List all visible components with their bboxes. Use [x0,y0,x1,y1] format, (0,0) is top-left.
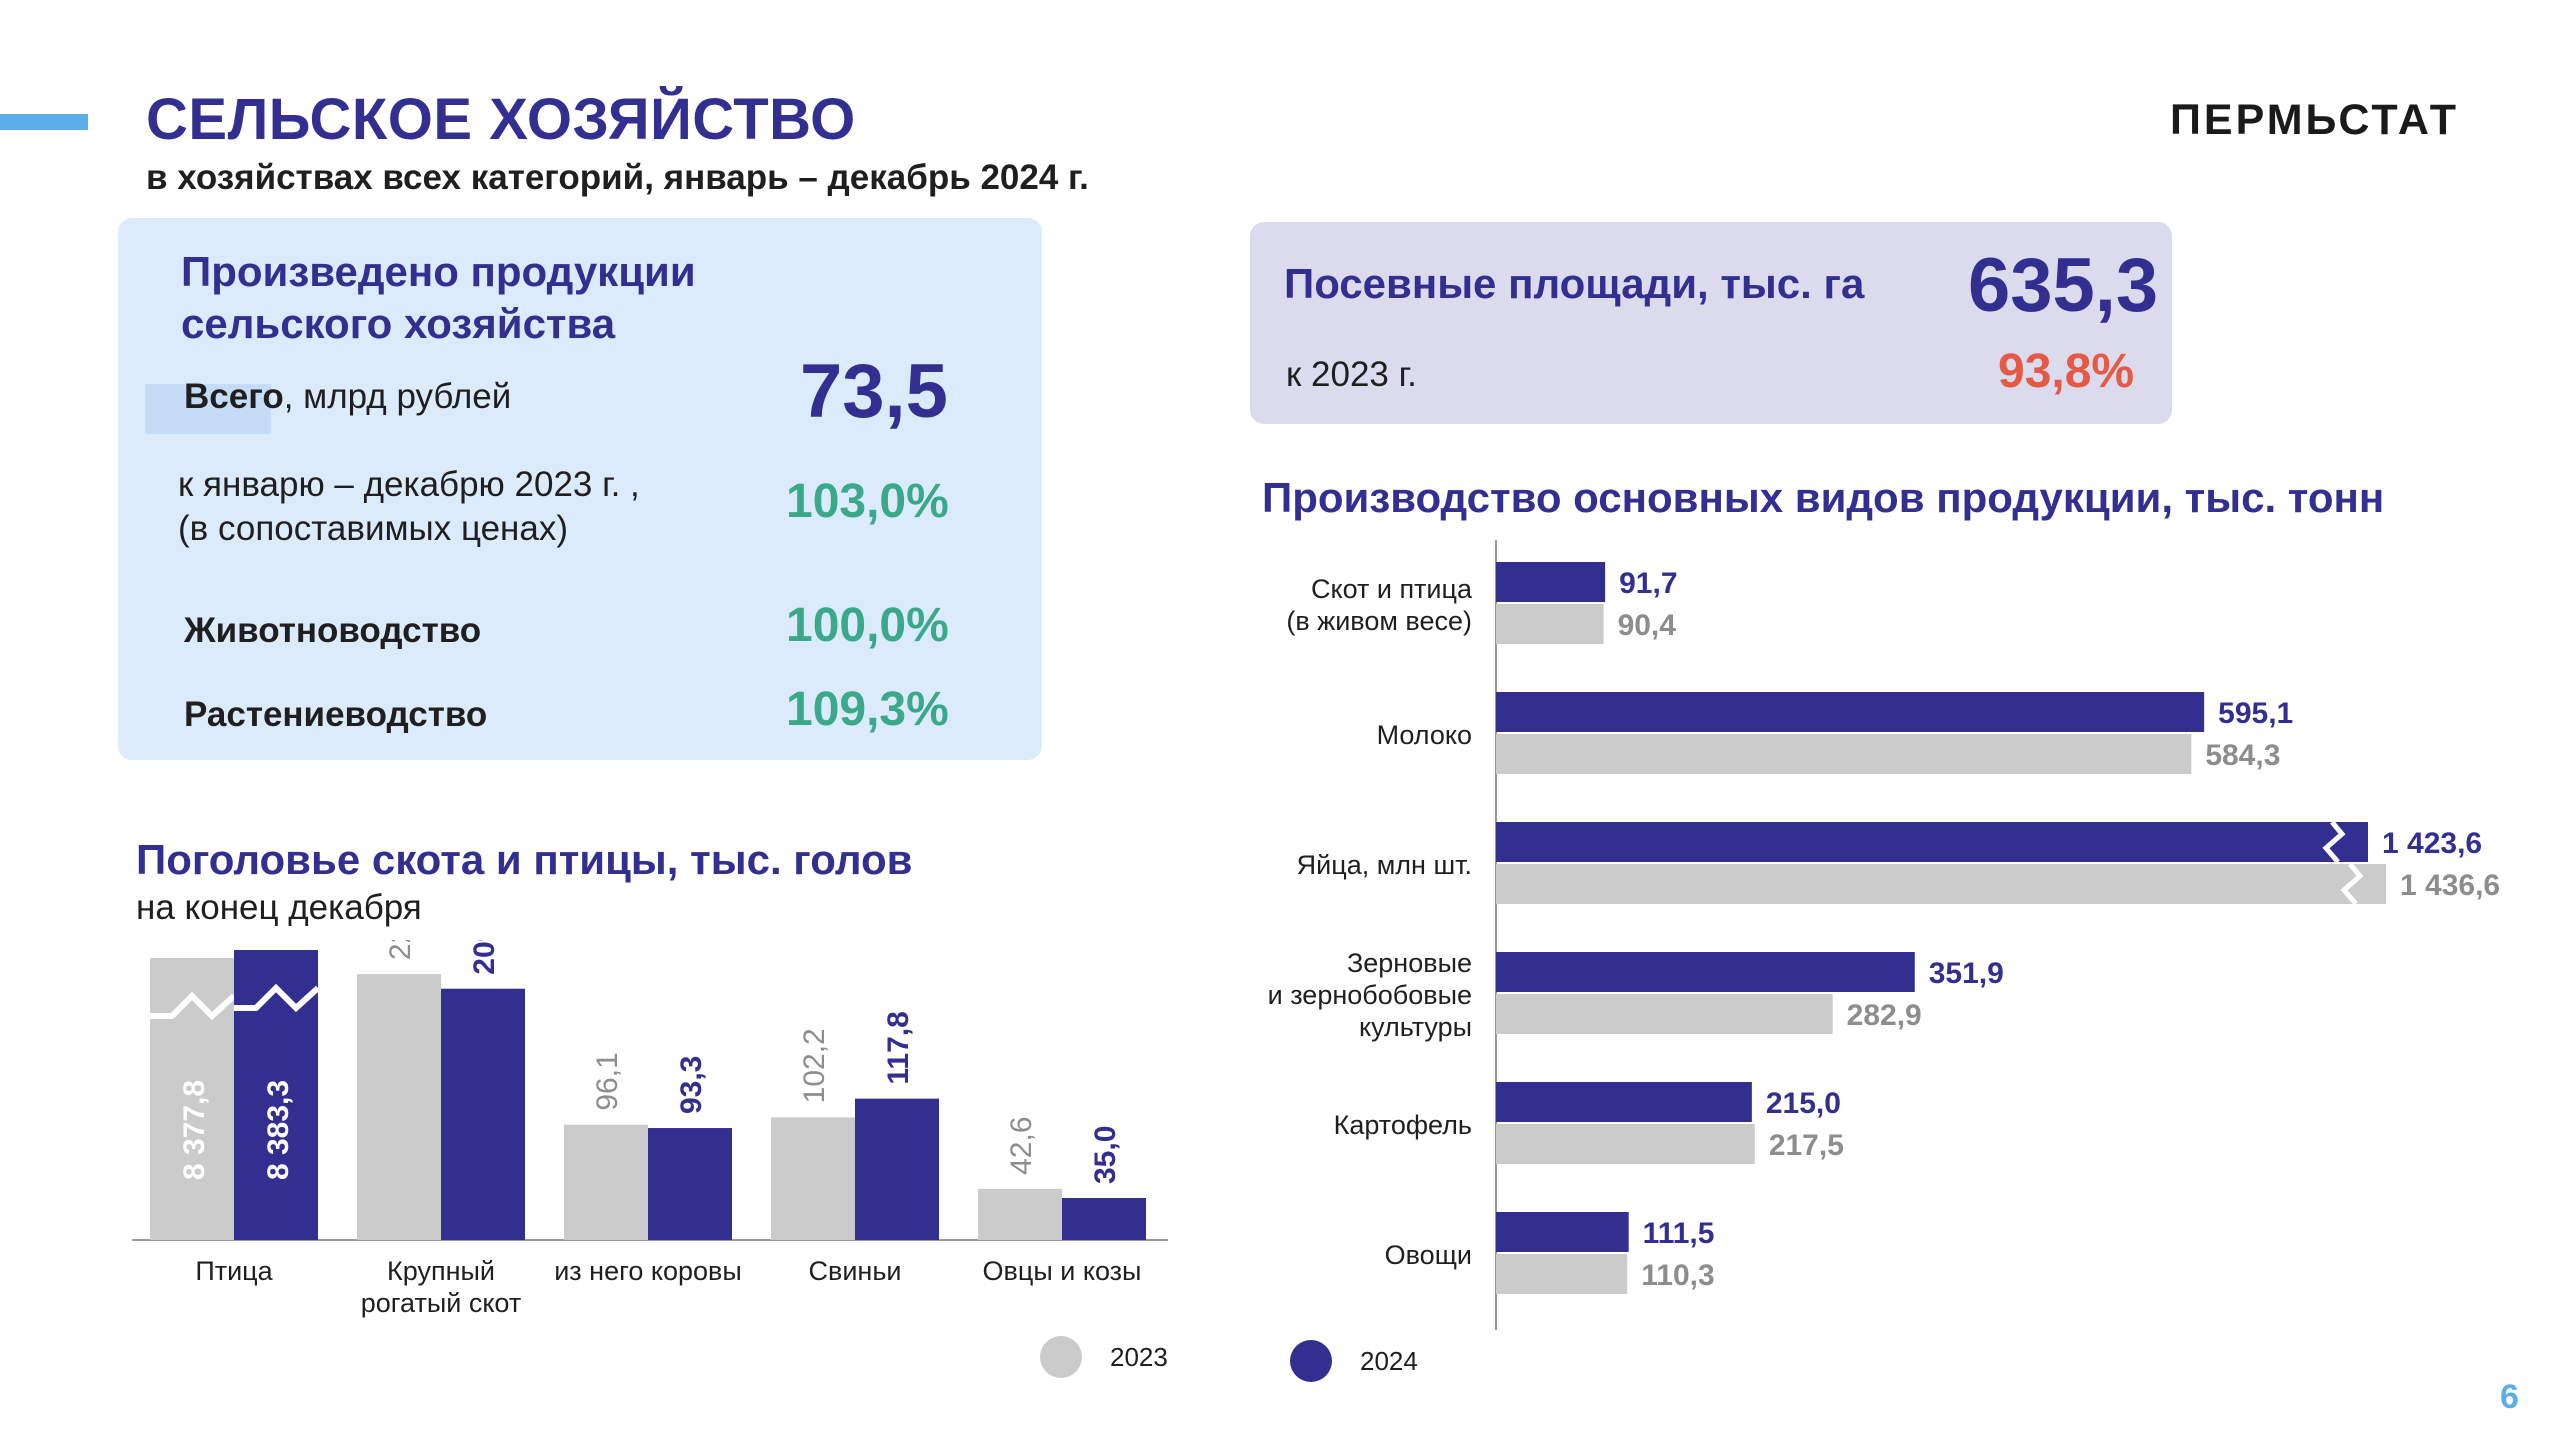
legend-2024-swatch [1290,1340,1332,1382]
bar-label-2024-свиньи: 117,8 [882,1011,915,1084]
bar-2024-скот-и-птица-в-живом-весе [1496,562,1606,602]
bar-2023-овощи [1496,1254,1628,1294]
bar-label-2023-крупный-рогатый-скот: 221,6 [384,940,417,960]
category-label-яйца-млн-шт: Яйца, млн шт. [1297,850,1472,880]
category-label-картофель: Картофель [1334,1110,1472,1140]
compare-label-line2: (в сопоставимых ценах) [178,509,569,548]
bar-2023-молоко [1496,734,2192,774]
bar-2024-из-него-коровы [648,1128,732,1240]
category-label-скот-и-птица-в-живом-весе-2: (в живом весе) [1286,606,1472,636]
compare-value: 103,0% [786,475,949,528]
bar-label-2023-яйца-млн-шт: 1 436,6 [2400,869,2500,902]
page-number: 6 [2500,1378,2519,1416]
sown-area-compare-value: 93,8% [1998,345,2135,398]
accent-bar [0,114,88,130]
bar-label-2024-молоко: 595,1 [2218,697,2293,730]
category-label-крупный-рогатый-скот-2: рогатый скот [361,1288,521,1318]
page-title: СЕЛЬСКОЕ ХОЗЯЙСТВО [146,87,856,152]
bar-2024-овцы-и-козы [1062,1198,1146,1240]
total-value: 73,5 [800,349,948,434]
bar-2024-картофель [1496,1082,1752,1122]
bar-2023-крупный-рогатый-скот [357,974,441,1240]
axis-break-2023 [2340,862,2364,906]
bar-label-2023-зерновые-и-зернобобовые-культуры: 282,9 [1847,999,1922,1032]
bar-label-2024-яйца-млн-шт: 1 423,6 [2382,827,2482,860]
compare-label-line1: к январю – декабрю 2023 г. , [178,465,640,504]
bar-label-2023-свиньи: 102,2 [798,1028,831,1103]
bar-label-2023-из-него-коровы: 96,1 [591,1052,624,1110]
bar-2024-яйца-млн-шт [1496,822,2368,862]
total-label-bold: Всего [184,377,284,416]
sown-area-label: Посевные площади, тыс. га [1284,260,1865,307]
bar-2023-скот-и-птица-в-живом-весе [1496,604,1604,644]
total-label: Всего, млрд рублей [184,374,511,420]
livestock-value: 100,0% [786,599,949,652]
crop-value: 109,3% [786,683,949,736]
bar-label-2024-зерновые-и-зернобобовые-культуры: 351,9 [1929,957,2004,990]
legend-2023: 2023 [1040,1336,1168,1378]
legend-2024-label: 2024 [1360,1345,1418,1376]
production-chart-title: Производство основных видов продукции, т… [1262,474,2385,521]
bar-label-2024-птица: 8 383,3 [262,1080,295,1180]
livestock-label: Животноводство [184,611,482,650]
production-card [118,218,1042,760]
sown-area-value: 635,3 [1968,243,2159,328]
category-label-зерновые-и-зернобобовые-культуры-3: культуры [1359,1012,1472,1042]
bar-label-2023-овощи: 110,3 [1641,1259,1714,1292]
total-label-rest: , млрд рублей [283,377,512,416]
axis-break-2024 [234,983,321,1013]
crop-label: Растениеводство [184,695,488,734]
bar-2023-овцы-и-козы [978,1188,1062,1240]
bar-2023-из-него-коровы [564,1124,648,1240]
production-card-title-line2: сельского хозяйства [181,300,616,347]
bar-2024-зерновые-и-зернобобовые-культуры [1496,952,1915,992]
category-label-птица: Птица [195,1256,273,1286]
livestock-chart-title: Поголовье скота и птицы, тыс. голов [136,836,913,883]
bar-label-2024-картофель: 215,0 [1766,1087,1841,1120]
bar-2023-яйца-млн-шт [1496,864,2386,904]
legend-2024: 2024 [1290,1340,1418,1382]
axis-break-2024 [2322,820,2346,864]
bar-label-2024-крупный-рогатый-скот: 209,4 [468,940,501,975]
bar-label-2024-скот-и-птица-в-живом-весе: 91,7 [1619,567,1677,600]
production-card-title-line1: Произведено продукции [181,248,696,295]
category-label-свиньи: Свиньи [809,1256,902,1286]
category-label-скот-и-птица-в-живом-весе: Скот и птица [1311,574,1473,604]
category-label-зерновые-и-зернобобовые-культуры: Зерновые [1347,948,1472,978]
bar-2023-картофель [1496,1124,1755,1164]
bar-label-2024-из-него-коровы: 93,3 [675,1056,708,1114]
highlight-marker [145,384,271,434]
category-label-овцы-и-козы: Овцы и козы [983,1256,1142,1286]
bar-label-2024-овцы-и-козы: 35,0 [1089,1126,1122,1184]
sown-area-compare-label: к 2023 г. [1286,355,1417,394]
legend-2023-label: 2023 [1110,1341,1168,1372]
category-label-из-него-коровы: из него коровы [554,1256,742,1286]
bar-2023-свиньи [771,1117,855,1240]
bar-2024-овощи [1496,1212,1629,1252]
bar-label-2023-картофель: 217,5 [1769,1129,1844,1162]
production-chart: 91,7 90,4 Скот и птица(в живом весе) 595,1 5… [1268,540,2500,1330]
livestock-chart-subtitle: на конец декабря [136,888,422,927]
category-label-молоко: Молоко [1377,720,1472,750]
page-subtitle: в хозяйствах всех категорий, январь – де… [146,158,1089,197]
bar-label-2023-птица: 8 377,8 [178,1080,211,1180]
category-label-овощи: Овощи [1385,1240,1472,1270]
livestock-chart: 8 377,8 8 383,3 Птица 221,6 209,4 Крупныйрога… [132,940,1168,1318]
axis-break-2023 [150,991,237,1021]
sown-area-card [1250,222,2172,424]
bar-label-2024-овощи: 111,5 [1643,1217,1715,1250]
category-label-крупный-рогатый-скот: Крупный [387,1256,495,1286]
bar-2024-свиньи [855,1098,939,1240]
bar-2024-крупный-рогатый-скот [441,988,525,1240]
bar-label-2023-молоко: 584,3 [2205,739,2280,772]
bar-2024-молоко [1496,692,2205,732]
category-label-зерновые-и-зернобобовые-культуры-2: и зернобобовые [1268,980,1472,1010]
legend-2023-swatch [1040,1336,1082,1378]
bar-label-2023-скот-и-птица-в-живом-весе: 90,4 [1618,609,1677,642]
bar-label-2023-овцы-и-козы: 42,6 [1005,1116,1038,1174]
brand-logo: ПЕРМЬСТАТ [2170,96,2460,144]
bar-2023-зерновые-и-зернобобовые-культуры [1496,994,1833,1034]
